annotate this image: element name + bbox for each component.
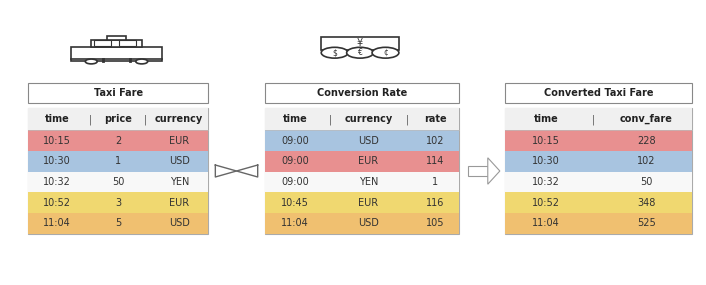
Text: 228: 228 [637, 136, 656, 146]
Text: EUR: EUR [359, 156, 378, 166]
FancyBboxPatch shape [265, 213, 459, 234]
Text: ¥: ¥ [357, 38, 363, 48]
Text: 10:32: 10:32 [43, 177, 71, 187]
Text: 102: 102 [426, 136, 445, 146]
Circle shape [321, 47, 348, 58]
Text: 1: 1 [432, 177, 438, 187]
Text: 50: 50 [640, 177, 652, 187]
Text: rate: rate [424, 114, 447, 124]
Text: 11:04: 11:04 [43, 218, 71, 228]
Text: EUR: EUR [359, 198, 378, 208]
FancyBboxPatch shape [505, 108, 692, 234]
Text: 10:32: 10:32 [532, 177, 560, 187]
FancyBboxPatch shape [505, 108, 692, 130]
Text: currency: currency [345, 114, 393, 124]
FancyBboxPatch shape [265, 108, 459, 130]
Text: |: | [592, 114, 595, 125]
Text: 10:30: 10:30 [43, 156, 71, 166]
FancyBboxPatch shape [119, 40, 136, 46]
FancyBboxPatch shape [107, 36, 126, 40]
Text: time: time [282, 114, 307, 124]
Text: 348: 348 [637, 198, 655, 208]
Circle shape [347, 47, 373, 58]
Text: time: time [534, 114, 558, 124]
Text: USD: USD [358, 136, 379, 146]
FancyBboxPatch shape [265, 130, 459, 151]
Text: 50: 50 [112, 177, 124, 187]
Text: 525: 525 [637, 218, 656, 228]
Text: USD: USD [169, 156, 190, 166]
Text: YEN: YEN [169, 177, 189, 187]
Text: 09:00: 09:00 [281, 136, 309, 146]
Text: 10:15: 10:15 [43, 136, 71, 146]
Circle shape [136, 59, 148, 64]
FancyBboxPatch shape [505, 130, 692, 151]
FancyBboxPatch shape [505, 172, 692, 192]
FancyBboxPatch shape [505, 151, 692, 172]
FancyBboxPatch shape [321, 37, 399, 50]
FancyBboxPatch shape [265, 192, 459, 213]
FancyBboxPatch shape [265, 151, 459, 172]
FancyBboxPatch shape [265, 83, 459, 103]
Circle shape [372, 47, 399, 58]
Text: 5: 5 [115, 218, 121, 228]
Circle shape [85, 59, 97, 64]
Text: 116: 116 [426, 198, 445, 208]
FancyBboxPatch shape [505, 192, 692, 213]
FancyBboxPatch shape [28, 192, 208, 213]
FancyBboxPatch shape [265, 172, 459, 192]
FancyBboxPatch shape [93, 40, 111, 46]
Text: Conversion Rate: Conversion Rate [317, 88, 407, 98]
Text: $: $ [333, 48, 337, 57]
Text: 105: 105 [426, 218, 445, 228]
Text: 10:45: 10:45 [281, 198, 309, 208]
Text: 10:52: 10:52 [43, 198, 71, 208]
Text: YEN: YEN [359, 177, 378, 187]
Text: USD: USD [358, 218, 379, 228]
Text: 2: 2 [115, 136, 121, 146]
FancyBboxPatch shape [28, 151, 208, 172]
FancyBboxPatch shape [28, 83, 208, 103]
FancyBboxPatch shape [505, 83, 692, 103]
Text: Taxi Fare: Taxi Fare [94, 88, 143, 98]
Text: 10:15: 10:15 [532, 136, 560, 146]
FancyBboxPatch shape [91, 40, 142, 47]
Text: time: time [45, 114, 70, 124]
FancyBboxPatch shape [71, 47, 162, 62]
Text: EUR: EUR [169, 136, 189, 146]
Text: price: price [104, 114, 132, 124]
Text: 10:52: 10:52 [532, 198, 560, 208]
Text: Converted Taxi Fare: Converted Taxi Fare [544, 88, 653, 98]
FancyBboxPatch shape [505, 213, 692, 234]
Text: ¢: ¢ [383, 48, 388, 57]
Text: conv_fare: conv_fare [620, 114, 673, 125]
FancyBboxPatch shape [28, 108, 208, 234]
Text: 3: 3 [115, 198, 121, 208]
Text: 114: 114 [426, 156, 445, 166]
Text: 10:30: 10:30 [532, 156, 560, 166]
Text: 102: 102 [637, 156, 655, 166]
Text: |: | [144, 114, 148, 125]
Text: 09:00: 09:00 [281, 177, 309, 187]
Text: |: | [89, 114, 92, 125]
Text: EUR: EUR [169, 198, 189, 208]
Text: currency: currency [155, 114, 203, 124]
Text: USD: USD [169, 218, 190, 228]
FancyBboxPatch shape [28, 130, 208, 151]
FancyBboxPatch shape [468, 166, 488, 176]
Text: 1: 1 [115, 156, 121, 166]
Text: |: | [328, 114, 332, 125]
Text: 09:00: 09:00 [281, 156, 309, 166]
Text: 11:04: 11:04 [281, 218, 309, 228]
Text: |: | [405, 114, 409, 125]
Text: 11:04: 11:04 [532, 218, 560, 228]
FancyBboxPatch shape [265, 108, 459, 234]
FancyBboxPatch shape [28, 172, 208, 192]
FancyBboxPatch shape [28, 213, 208, 234]
FancyBboxPatch shape [28, 108, 208, 130]
Text: €: € [358, 48, 362, 57]
Polygon shape [488, 158, 500, 184]
